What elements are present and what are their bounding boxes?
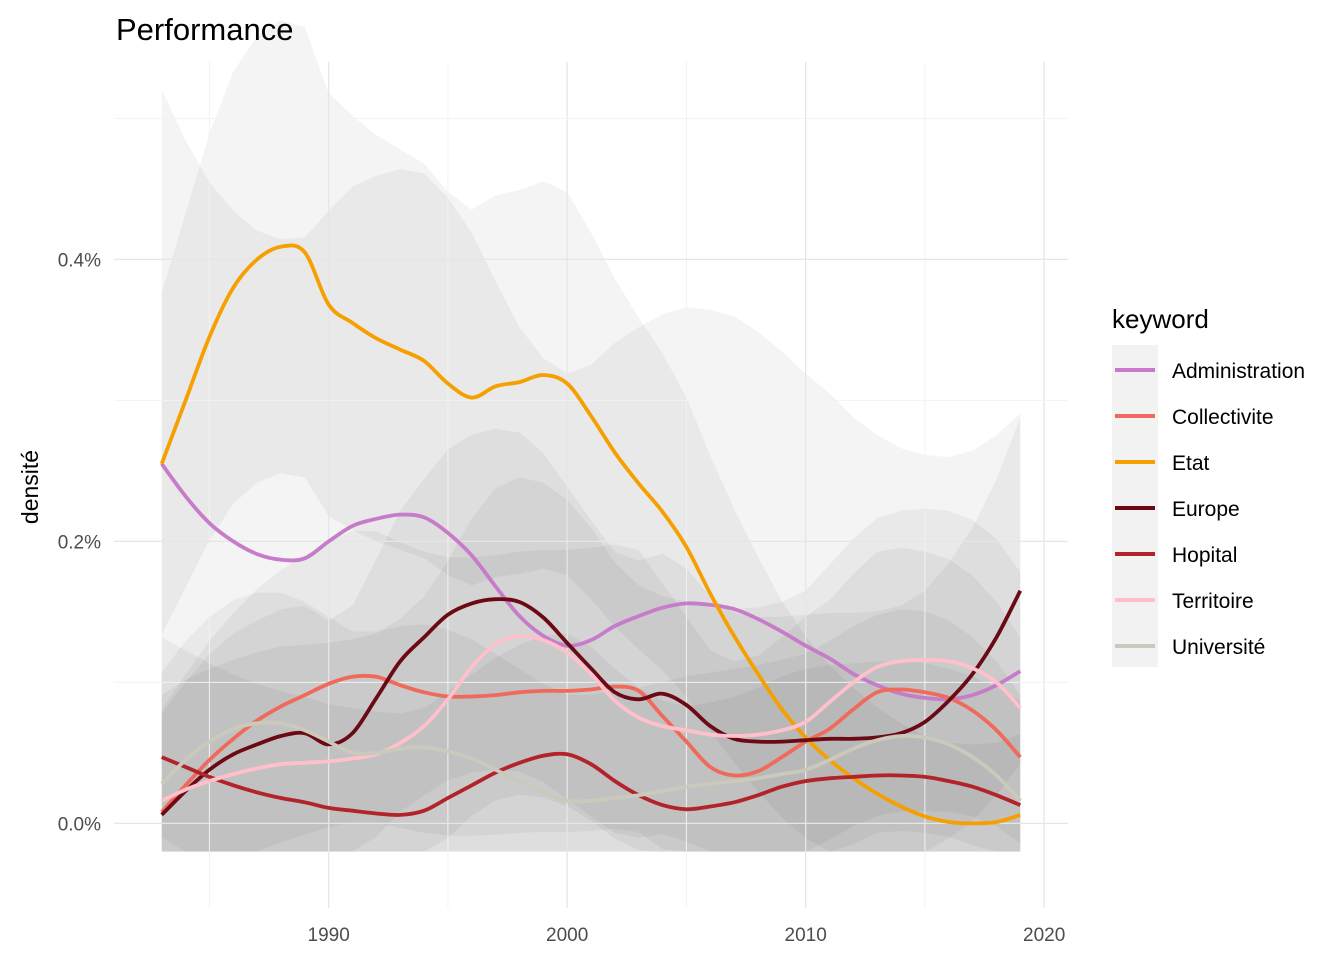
grid-lines: [114, 62, 1068, 908]
y-tick-label: 0.4%: [58, 250, 101, 271]
series-line-europe: [160, 589, 1022, 817]
series-line-etat: [159, 243, 1021, 826]
series-lines: [159, 243, 1022, 826]
x-tick-label: 2010: [785, 925, 827, 946]
series-line-universite: [160, 720, 1022, 804]
legend-label-etat: Etat: [1172, 452, 1210, 475]
legend-label-collectivite: Collectivite: [1172, 406, 1274, 429]
x-tick-label: 2020: [1023, 925, 1065, 946]
legend-label-territoire: Territoire: [1172, 590, 1254, 613]
y-tick-label: 0.0%: [58, 814, 101, 835]
x-tick-label: 1990: [308, 925, 350, 946]
axis-tick-labels: 1990 2000 2010 2020 0.0% 0.2% 0.4%: [58, 250, 1066, 946]
legend-label-universite: Université: [1172, 636, 1265, 659]
series-line-territoire: [160, 633, 1022, 803]
legend-title: keyword: [1112, 304, 1209, 334]
legend-label-hopital: Hopital: [1172, 544, 1237, 567]
series-line-hopital: [160, 751, 1022, 817]
series-line-collectivite: [160, 673, 1022, 814]
chart-title: Performance: [116, 12, 293, 47]
x-tick-label: 2000: [546, 925, 588, 946]
y-tick-label: 0.2%: [58, 532, 101, 553]
y-axis-title: densité: [17, 450, 43, 524]
legend-label-administration: Administration: [1172, 360, 1305, 383]
series-line-administration: [160, 462, 1022, 702]
legend: keyword Administration Collectivite Etat Eu…: [1112, 304, 1305, 667]
legend-label-europe: Europe: [1172, 498, 1240, 521]
legend-items: Administration Collectivite Etat Europe Hopi…: [1115, 360, 1305, 659]
